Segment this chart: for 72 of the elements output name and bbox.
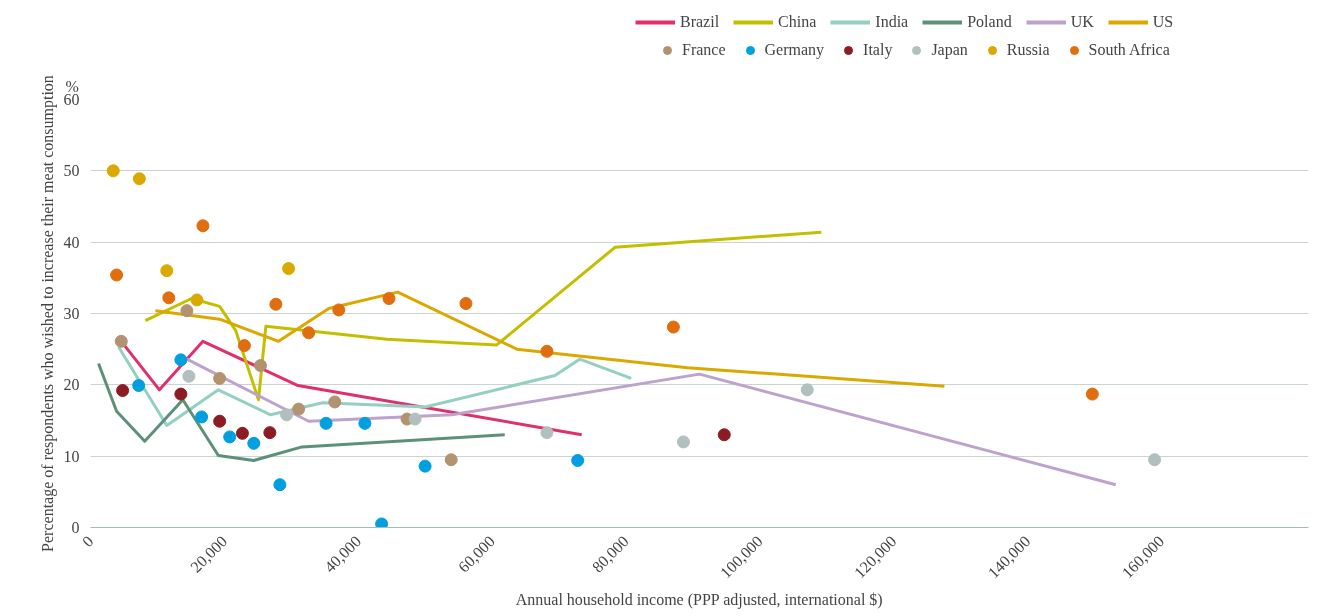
legend-label: Germany [764,41,825,59]
y-tick-label: 30 [63,305,80,322]
point [174,387,188,401]
point [174,353,188,367]
point [110,268,124,282]
point [180,304,194,318]
legend-label: Italy [863,41,893,59]
point [106,164,120,178]
point [332,303,346,317]
legend-label: US [1152,13,1174,31]
point [418,459,432,473]
point [382,292,396,306]
legend-label: Poland [967,13,1012,31]
y-axis-title: Percentage of respondents who wished to increase their meat consumption [38,75,57,552]
point [280,408,294,422]
point [195,410,209,424]
point [1148,453,1162,467]
line-series [153,290,946,388]
point [319,416,333,430]
y-tick-label: 40 [63,233,80,251]
point [235,426,249,440]
x-tick-label: 0 [78,532,97,551]
point [676,435,690,449]
point [247,436,261,450]
point [358,416,372,430]
y-tick-label: 0 [71,519,80,536]
point [302,326,316,340]
legend-label: France [682,41,726,59]
point [196,219,210,233]
point [162,291,176,305]
point [132,172,146,186]
legend-label: South Africa [1088,41,1170,59]
point [223,430,237,444]
legend-label: Russia [1006,41,1050,59]
point [237,339,251,353]
legend-label: UK [1070,13,1094,31]
y-tick-label: 50 [63,162,80,180]
point [328,395,342,409]
legend-label: Brazil [680,13,720,31]
line-series [97,361,507,462]
point [717,428,731,442]
point [408,412,422,426]
point [282,262,296,276]
point [375,517,389,528]
point [571,453,585,467]
legend-label: China [778,13,817,31]
point [116,384,130,398]
point [253,359,267,373]
y-tick-label: 20 [63,376,80,394]
point [459,297,473,310]
x-axis-title: Annual household income (PPP adjusted, international $) [515,591,883,610]
point [1085,387,1099,401]
point [292,402,306,416]
legend-label: Japan [931,41,968,59]
point [190,293,204,307]
point [114,334,128,348]
point [540,344,554,358]
point [182,369,196,383]
point [132,379,146,393]
y-tick-label: 10 [63,447,80,465]
point [540,426,554,440]
line-series [143,230,823,402]
point [444,453,458,467]
legend-label: India [875,13,909,31]
point [213,371,227,385]
point [269,297,283,311]
point [666,320,680,334]
point [273,478,287,492]
point [800,383,814,397]
point [213,414,227,428]
point [263,426,277,440]
point [160,264,174,278]
